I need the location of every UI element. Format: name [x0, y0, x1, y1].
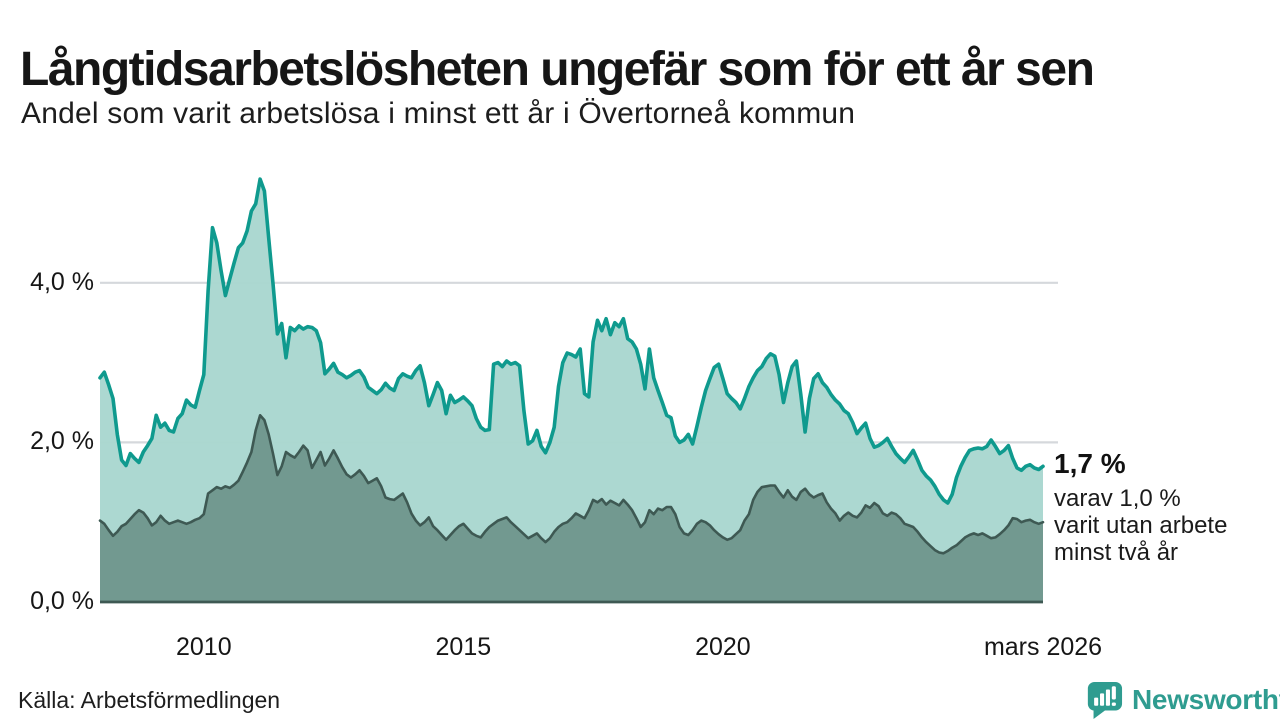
annotation-line: minst två år [1054, 539, 1179, 566]
end-annotation: 1,7 % varav 1,0 % varit utan arbete mins… [1054, 448, 1274, 567]
annotation-line: varit utan arbete [1054, 512, 1228, 539]
brand-wordmark: Newsworthy [1132, 684, 1280, 715]
y-tick-label: 0,0 % [30, 587, 94, 615]
source-note: Källa: Arbetsförmedlingen [18, 687, 281, 713]
series-line [98, 177, 1045, 505]
page-title: Långtidsarbetslösheten ungefär som för e… [20, 43, 1095, 97]
latest-value-label: 1,7 % [1054, 448, 1126, 479]
y-tick-label: 4,0 % [30, 267, 94, 296]
x-tick-label: 2010 [176, 633, 232, 661]
x-tick-label: 2015 [435, 633, 492, 661]
y-tick-label: 2,0 % [30, 427, 94, 456]
page-subtitle: Andel som varit arbetslösa i minst ett å… [21, 97, 856, 130]
newsworthy-logo: Newsworthy [1085, 680, 1280, 720]
x-tick-label: mars 2026 [983, 633, 1103, 661]
annotation-line: varav 1,0 % [1054, 485, 1181, 512]
series-line [98, 414, 1045, 555]
newsworthy-icon [1087, 681, 1123, 719]
x-tick-label: 2020 [695, 633, 751, 661]
area-fill [100, 415, 1043, 602]
